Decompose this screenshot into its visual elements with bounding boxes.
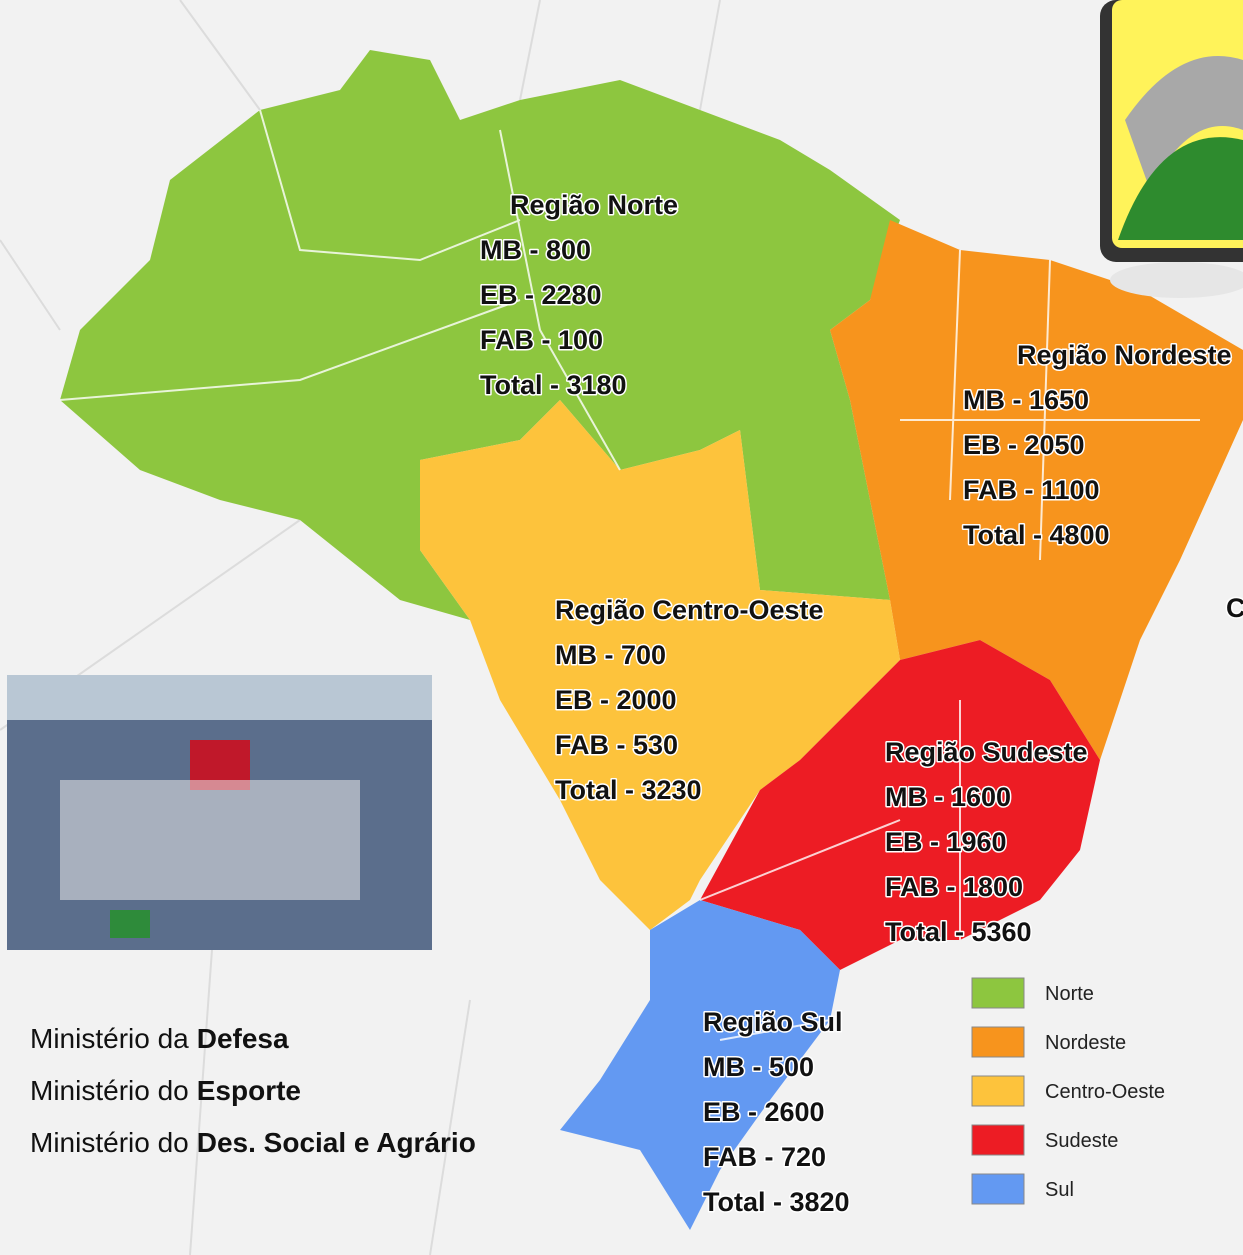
- legend-label: Centro-Oeste: [1045, 1081, 1165, 1103]
- legend-swatch: [971, 1124, 1025, 1156]
- legend-swatch: [971, 1173, 1025, 1205]
- ministry-prefix: Ministério do: [30, 1075, 189, 1106]
- region-line: EB - 2050: [963, 430, 1085, 460]
- legend-label: Nordeste: [1045, 1032, 1126, 1054]
- region-title: Região Sul: [703, 1007, 843, 1037]
- region-line: FAB - 530: [555, 730, 678, 760]
- region-line: FAB - 1800: [885, 872, 1023, 902]
- edge-text: C: [1226, 593, 1243, 623]
- legend-swatch: [971, 1026, 1025, 1058]
- region-line: Total - 3230: [555, 775, 702, 805]
- region-line: EB - 2280: [480, 280, 602, 310]
- region-line: MB - 1600: [885, 782, 1011, 812]
- region-line: EB - 2600: [703, 1097, 825, 1127]
- logo: [1100, 0, 1243, 298]
- legend-label: Sudeste: [1045, 1130, 1118, 1152]
- legend-label: Sul: [1045, 1179, 1074, 1201]
- photo: [7, 675, 432, 950]
- ministry-prefix: Ministério da: [30, 1023, 189, 1054]
- region-line: MB - 700: [555, 640, 666, 670]
- region-line: EB - 2000: [555, 685, 677, 715]
- region-norte: [60, 50, 900, 620]
- region-line: EB - 1960: [885, 827, 1007, 857]
- region-line: FAB - 100: [480, 325, 603, 355]
- region-title: Região Norte: [510, 190, 678, 220]
- ministry: Ministério do Esporte: [30, 1075, 301, 1106]
- region-line: MB - 1650: [963, 385, 1089, 415]
- region-title: Região Centro-Oeste: [555, 595, 824, 625]
- ministry: Ministério do Des. Social e Agrário: [30, 1127, 476, 1158]
- brazil-map: [59, 50, 1243, 1230]
- region-sudeste: [700, 640, 1100, 970]
- ministry: Ministério da Defesa: [30, 1023, 289, 1054]
- ministry-name: Defesa: [197, 1023, 289, 1054]
- region-line: Total - 3820: [703, 1187, 850, 1217]
- legend: Norte Nordeste Centro-Oeste Sudeste Sul: [971, 977, 1165, 1205]
- ministry-prefix: Ministério do: [30, 1127, 189, 1158]
- region-nordeste: [830, 220, 1243, 760]
- ministry-name: Esporte: [197, 1075, 301, 1106]
- region-sul: [560, 900, 840, 1230]
- neighbor-borders: [0, 0, 721, 1255]
- region-line: FAB - 720: [703, 1142, 826, 1172]
- region-line: Total - 4800: [963, 520, 1110, 550]
- legend-label: Norte: [1045, 983, 1094, 1005]
- region-labels: Região Norte MB - 800 EB - 2280 FAB - 100 To…: [479, 189, 1234, 1219]
- region-line: MB - 800: [480, 235, 591, 265]
- region-title: Região Nordeste: [1017, 340, 1232, 370]
- region-title: Região Sudeste: [885, 737, 1088, 767]
- state-borders: [59, 109, 1200, 1041]
- ministry-name: Des. Social e Agrário: [197, 1127, 476, 1158]
- region-line: Total - 3180: [480, 370, 627, 400]
- region-line: Total - 5360: [885, 917, 1032, 947]
- legend-swatch: [971, 977, 1025, 1009]
- legend-swatch: [971, 1075, 1025, 1107]
- region-line: FAB - 1100: [963, 475, 1100, 505]
- region-line: MB - 500: [703, 1052, 814, 1082]
- region-centro-oeste: [420, 400, 900, 930]
